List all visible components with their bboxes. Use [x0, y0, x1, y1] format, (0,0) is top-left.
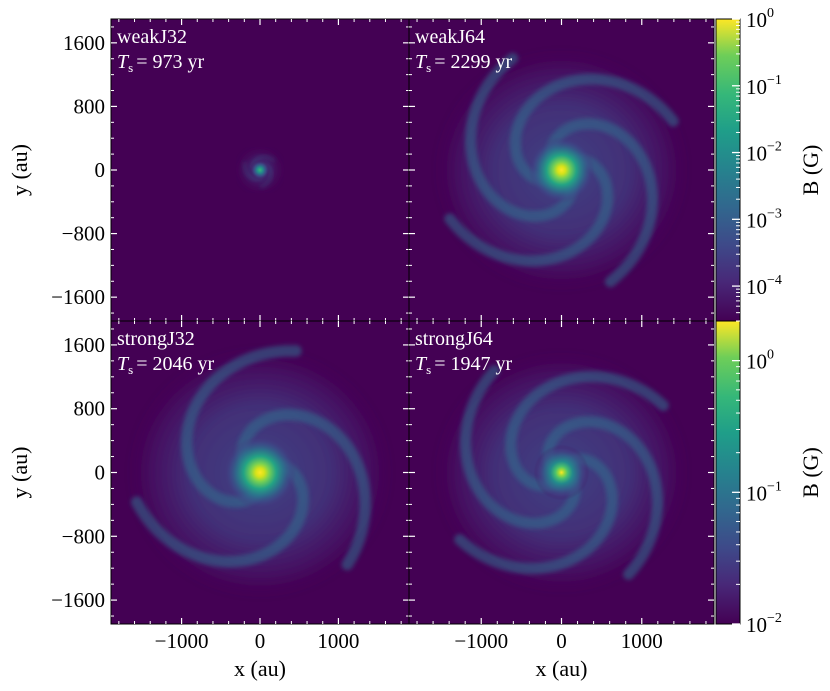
colorbar-label: B (G) — [798, 447, 823, 498]
y-tick-label: −800 — [62, 222, 105, 246]
y-tick-label: −1600 — [51, 588, 105, 612]
panel-time-label: Ts = 2046 yr — [117, 353, 214, 377]
panel-time-label: Ts = 1947 yr — [415, 353, 512, 377]
x-axis-label: x (au) — [234, 656, 286, 681]
panel-weakJ32 — [111, 19, 409, 321]
panel-name: strongJ64 — [415, 328, 493, 350]
x-tick-label: 1000 — [621, 629, 663, 653]
y-axis-label: y (au) — [7, 144, 32, 196]
x-axis-label: x (au) — [536, 656, 588, 681]
panel-strongJ64 — [409, 321, 714, 624]
panel-weakJ64 — [409, 19, 714, 321]
colorbar-tick-label: 10−1 — [746, 479, 782, 505]
disk-core — [249, 159, 271, 181]
y-tick-label: 800 — [74, 397, 106, 421]
panel-time-label: Ts = 973 yr — [117, 51, 204, 75]
x-tick-label: 1000 — [317, 629, 359, 653]
panel-name: strongJ32 — [117, 328, 195, 350]
spiral-arm — [459, 365, 581, 529]
colorbar — [715, 320, 741, 625]
spiral-arm — [542, 416, 664, 580]
panel-strongJ32 — [111, 321, 409, 624]
x-tick-label: −1000 — [454, 629, 508, 653]
panel-name: weakJ32 — [117, 26, 187, 48]
colorbar-tick-label: 10−2 — [746, 611, 782, 637]
spiral-arm — [505, 370, 669, 492]
panel-name: weakJ64 — [415, 26, 485, 48]
colorbar-tick-label: 100 — [746, 6, 774, 32]
x-tick-label: 0 — [556, 629, 567, 653]
y-axis-label: y (au) — [7, 447, 32, 499]
colorbar-tick-label: 10−2 — [746, 140, 782, 166]
y-tick-label: 800 — [74, 94, 106, 118]
panel-time-label: Ts = 2299 yr — [415, 51, 512, 75]
disk-core — [528, 136, 595, 204]
x-tick-label: 0 — [255, 629, 266, 653]
colorbar-tick-label: 10−3 — [746, 206, 782, 232]
colorbar — [715, 18, 741, 322]
spiral-arm — [454, 453, 618, 575]
colorbar-tick-label: 10−4 — [746, 273, 782, 299]
colorbar-row-1: 100 10−1 10−2 B (G) — [715, 320, 823, 637]
y-tick-label: 0 — [95, 158, 106, 182]
colorbar-tick-label: 10−1 — [746, 73, 782, 99]
y-tick-label: −1600 — [51, 285, 105, 309]
y-tick-label: −800 — [62, 524, 105, 548]
x-tick-label: −1000 — [155, 629, 209, 653]
colorbar-row-0: 100 10−1 10−2 10−3 10−4 B (G) — [715, 6, 823, 322]
y-tick-label: 1600 — [63, 333, 105, 357]
colorbar-tick-label: 100 — [746, 348, 774, 374]
colorbar-label: B (G) — [798, 145, 823, 196]
disk-core — [223, 436, 297, 509]
disk-core — [533, 444, 590, 501]
y-tick-label: 1600 — [63, 31, 105, 55]
y-tick-label: 0 — [95, 461, 106, 485]
